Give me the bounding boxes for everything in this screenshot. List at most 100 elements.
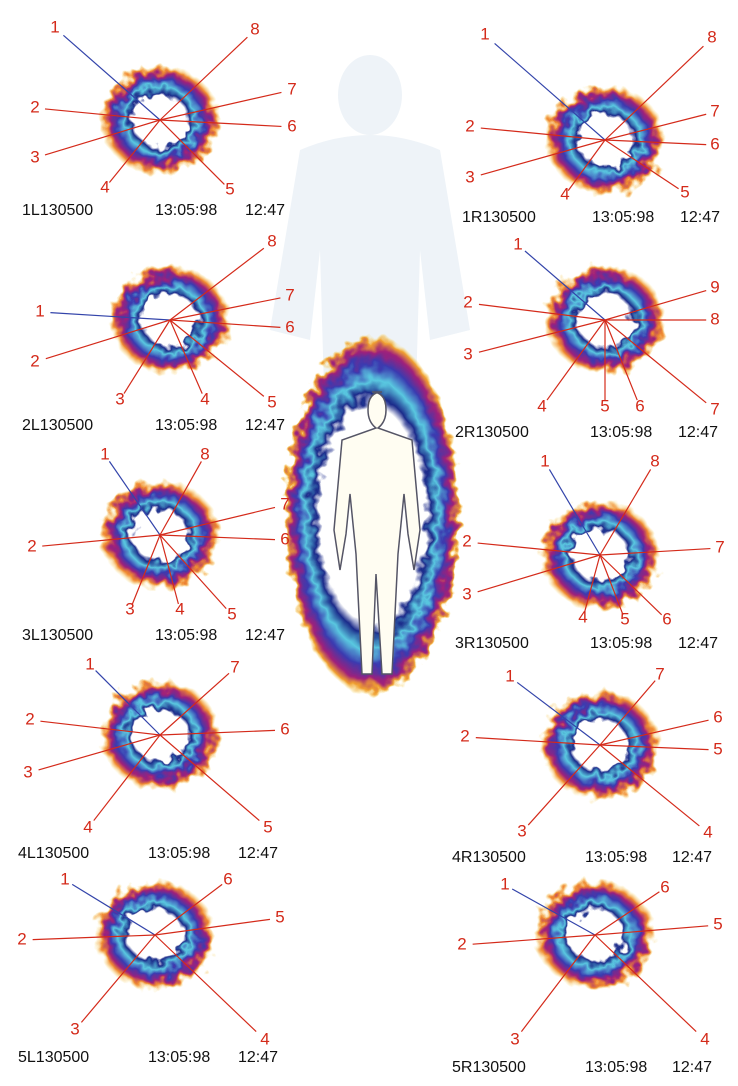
body-aura [284,335,460,695]
sector-number: 4 [100,177,109,196]
time: 12:47 [678,424,718,441]
sector-number: 4 [200,389,209,408]
date: 13:05:98 [148,845,210,862]
sector-number: 1 [480,24,489,43]
date: 13:05:98 [155,202,217,219]
date: 13:05:98 [592,209,654,226]
date: 13:05:98 [585,849,647,866]
time: 12:47 [245,202,285,219]
image-id: 1R130500 [462,209,536,226]
sector-number: 3 [465,167,474,186]
date: 13:05:98 [585,1059,647,1076]
sector-number: 6 [285,317,294,336]
sector-number: 5 [225,179,234,198]
image-id: 5R130500 [452,1059,526,1076]
page: 1 2 3 4 5 6 7 8 1L130500 13:05:98 12:47 1 2 3 4 5 6 7 8 2L1… [0,0,738,1086]
sector-number: 1 [50,17,59,36]
sector-number: 5 [713,739,722,758]
sector-number: 6 [287,116,296,135]
time: 12:47 [680,209,720,226]
date: 13:05:98 [590,424,652,441]
sector-number: 8 [200,444,209,463]
sector-number: 3 [125,599,134,618]
sector-number: 4 [578,607,587,626]
date: 13:05:98 [155,627,217,644]
sector-number: 3 [462,584,471,603]
time: 12:47 [245,627,285,644]
sector-number: 4 [260,1029,269,1048]
time: 12:47 [672,1059,712,1076]
sector-number: 4 [700,1029,709,1048]
sector-number: 7 [710,399,719,418]
sector-number: 8 [710,309,719,328]
time: 12:47 [672,849,712,866]
sector-number: 3 [463,344,472,363]
time: 12:47 [245,417,285,434]
sector-number: 2 [25,709,34,728]
sector-number: 7 [285,285,294,304]
sector-number: 1 [35,301,44,320]
image-id: 2R130500 [455,424,529,441]
date: 13:05:98 [155,417,217,434]
sector-number: 2 [17,929,26,948]
sector-number: 4 [175,599,184,618]
image-id: 3L130500 [22,627,93,644]
sector-number: 1 [513,234,522,253]
sector-number: 6 [223,869,232,888]
sector-number: 7 [230,657,239,676]
sector-number: 5 [227,604,236,623]
sector-number: 5 [263,817,272,836]
sector-number: 5 [275,907,284,926]
sector-number: 2 [465,116,474,135]
image-id: 2L130500 [22,417,93,434]
sector-number: 5 [620,609,629,628]
sector-number: 6 [280,529,289,548]
sector-number: 4 [703,822,712,841]
sector-number: 6 [710,134,719,153]
sector-number: 3 [30,147,39,166]
date: 13:05:98 [590,635,652,652]
sector-number: 3 [115,389,124,408]
sector-number: 1 [100,444,109,463]
sector-number: 8 [707,27,716,46]
sector-number: 6 [713,707,722,726]
time: 12:47 [238,1049,278,1066]
sector-number: 7 [287,79,296,98]
sector-number: 3 [70,1019,79,1038]
sector-number: 7 [710,101,719,120]
sector-number: 3 [517,821,526,840]
sector-number: 4 [560,184,569,203]
sector-number: 6 [280,719,289,738]
sector-number: 2 [30,351,39,370]
sector-number: 5 [600,396,609,415]
sector-number: 2 [460,726,469,745]
sector-number: 2 [463,292,472,311]
sector-number: 6 [635,396,644,415]
sector-number: 1 [85,654,94,673]
sector-number: 1 [60,869,69,888]
sector-number: 1 [505,666,514,685]
time: 12:47 [678,635,718,652]
sector-number: 7 [655,664,664,683]
sector-number: 1 [500,874,509,893]
image-id: 4L130500 [18,845,89,862]
sector-number: 2 [457,934,466,953]
sector-number: 6 [660,877,669,896]
image-id: 1L130500 [22,202,93,219]
sector-number: 8 [650,451,659,470]
sector-number: 2 [30,97,39,116]
sector-number: 8 [267,231,276,250]
sector-number: 8 [250,19,259,38]
sector-number: 1 [540,451,549,470]
sector-number: 7 [280,494,289,513]
image-id: 4R130500 [452,849,526,866]
sector-number: 6 [662,609,671,628]
sector-number: 5 [713,914,722,933]
sector-number: 2 [462,531,471,550]
sector-number: 9 [710,277,719,296]
sector-number: 5 [267,392,276,411]
sector-number: 5 [680,182,689,201]
time: 12:47 [238,845,278,862]
date: 13:05:98 [148,1049,210,1066]
sector-number: 3 [510,1029,519,1048]
